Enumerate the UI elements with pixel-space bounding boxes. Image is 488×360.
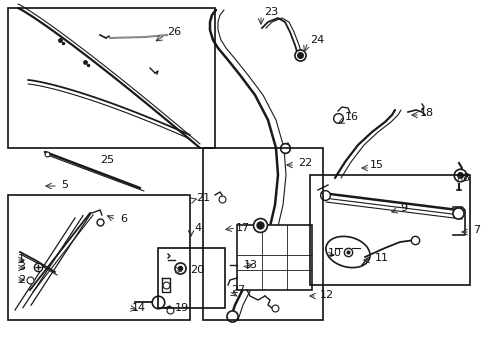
Text: 17: 17 (236, 223, 250, 233)
Text: 6: 6 (120, 214, 127, 224)
Text: 3: 3 (18, 262, 25, 272)
Text: 15: 15 (369, 160, 383, 170)
Bar (8, 195, 190, 320)
Text: 8: 8 (461, 173, 468, 183)
Text: 4: 4 (194, 223, 201, 233)
Text: 16: 16 (345, 112, 358, 122)
Ellipse shape (325, 237, 369, 267)
Text: 13: 13 (244, 260, 258, 270)
Text: 26: 26 (167, 27, 181, 37)
Text: 14: 14 (132, 303, 146, 313)
Text: 20: 20 (190, 265, 203, 275)
Text: 25: 25 (100, 155, 114, 165)
Text: 27: 27 (230, 285, 245, 295)
Text: 9: 9 (399, 203, 407, 213)
Bar (8, 8, 215, 148)
Text: 1: 1 (18, 254, 25, 264)
FancyBboxPatch shape (237, 225, 311, 290)
Text: 12: 12 (319, 290, 333, 300)
Text: 10: 10 (327, 248, 341, 258)
Text: 19: 19 (175, 303, 189, 313)
Text: 23: 23 (264, 7, 278, 17)
Text: 7: 7 (472, 225, 479, 235)
Text: 22: 22 (297, 158, 312, 168)
Text: 18: 18 (419, 108, 433, 118)
Bar (158, 248, 224, 308)
Text: 5: 5 (61, 180, 68, 190)
Text: 24: 24 (309, 35, 324, 45)
Text: 2: 2 (18, 275, 25, 285)
Bar (309, 175, 469, 285)
Text: 11: 11 (374, 253, 388, 263)
Bar (203, 148, 323, 320)
Text: 21: 21 (196, 193, 210, 203)
